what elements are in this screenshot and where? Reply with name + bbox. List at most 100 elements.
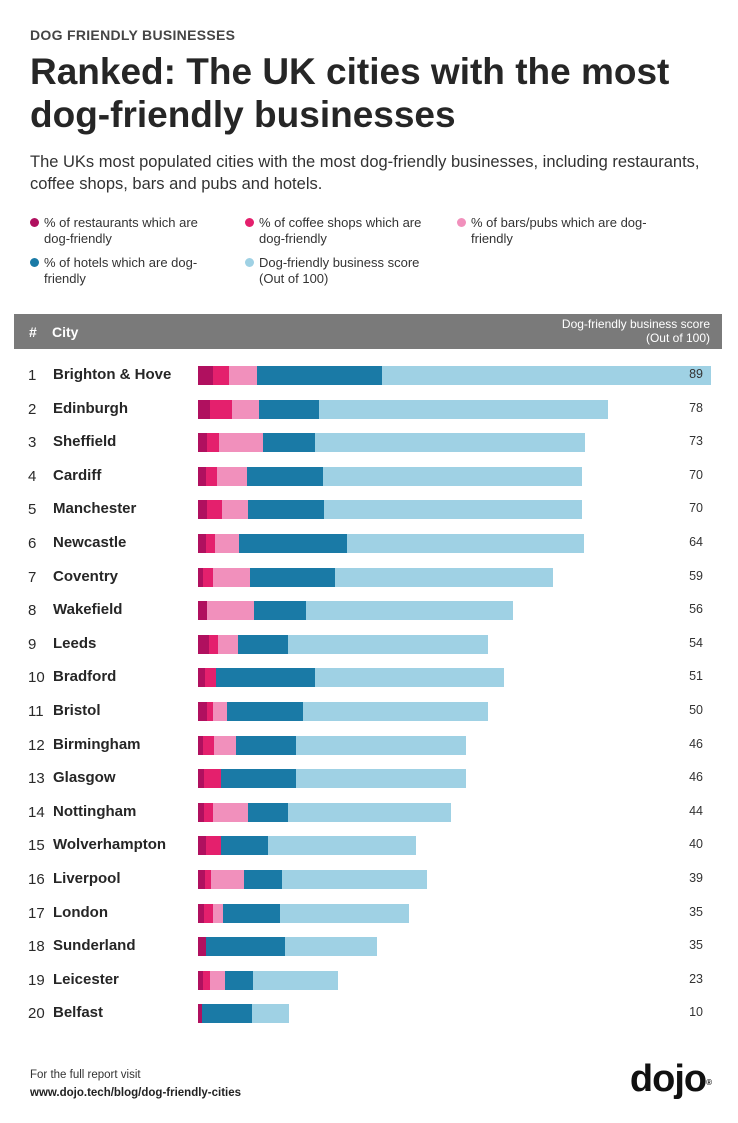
row-score: 23 [689, 971, 703, 986]
score-segment [253, 970, 338, 990]
hotels-segment [248, 500, 324, 520]
bars-pubs-segment [214, 735, 236, 755]
row-city: Bradford [53, 668, 117, 686]
row-city: Brighton & Hove [53, 366, 172, 383]
table-row: 1 Brighton & Hove 89 [0, 359, 738, 393]
table-row: 13 Glasgow 46 [0, 762, 738, 796]
row-score: 73 [689, 434, 703, 449]
row-score: 64 [689, 535, 703, 549]
bars-pubs-segment [222, 500, 248, 520]
restaurants-segment [198, 970, 203, 990]
score-segment [288, 802, 451, 822]
hotels-segment [225, 970, 253, 990]
legend-item-restaurants: % of restaurants which are dog-friendly [30, 215, 224, 247]
row-rank: 2 [28, 400, 37, 418]
hotels-segment [254, 601, 306, 621]
score-segment [315, 433, 585, 453]
table-row: 10 Bradford 51 [0, 661, 738, 695]
row-score: 10 [689, 1005, 703, 1020]
header-score: Dog-friendly business score (Out of 100) [490, 317, 710, 345]
restaurants-segment [198, 366, 213, 385]
coffee-shops-segment [213, 366, 229, 385]
header-city: City [52, 324, 79, 340]
restaurants-segment [198, 668, 205, 688]
restaurants-segment [198, 769, 204, 789]
row-rank: 1 [28, 367, 37, 384]
legend-item-bars-pubs: % of bars/pubs which are dog-friendly [457, 215, 651, 247]
score-segment [288, 634, 488, 654]
score-segment [315, 668, 504, 688]
hotels-segment [263, 433, 315, 453]
restaurants-segment [198, 534, 206, 553]
row-city: Glasgow [53, 769, 116, 787]
legend-label: Dog-friendly business score (Out of 100) [259, 255, 420, 286]
table-row: 14 Nottingham 44 [0, 796, 738, 830]
restaurants-segment [198, 466, 206, 486]
logo-text: dojo [629, 1058, 707, 1100]
legend-item-score: Dog-friendly business score (Out of 100) [245, 255, 439, 287]
row-city: Wolverhampton [53, 836, 167, 854]
coffee-shops-segment [203, 567, 213, 587]
bars-pubs-segment [213, 802, 248, 822]
row-score: 40 [689, 837, 703, 852]
coffee-shops-segment [207, 500, 222, 520]
bars-pubs-segment [217, 466, 247, 486]
coffee-shops-segment [204, 903, 213, 923]
row-city: Wakefield [53, 601, 123, 619]
restaurants-segment [198, 1004, 202, 1024]
table-row: 6 Newcastle 64 [0, 527, 738, 561]
coffee-shops-segment [206, 466, 217, 486]
score-segment [285, 937, 377, 957]
row-rank: 11 [28, 703, 44, 720]
row-city: Bristol [53, 702, 101, 719]
restaurants-segment [198, 567, 203, 587]
coffee-shops-segment [207, 702, 213, 721]
bars-pubs-segment [213, 903, 223, 923]
footer-link[interactable]: www.dojo.tech/blog/dog-friendly-cities [30, 1087, 242, 1099]
bars-pubs-segment [211, 870, 244, 889]
bars-pubs-segment [218, 634, 238, 654]
hotels-segment [236, 735, 296, 755]
row-rank: 6 [28, 535, 37, 552]
bars-pubs-segment [213, 567, 250, 587]
row-score: 89 [689, 367, 703, 381]
score-segment [323, 466, 582, 486]
legend-dot-bars-pubs [457, 218, 466, 227]
table-row: 8 Wakefield 56 [0, 594, 738, 628]
legend-label: % of bars/pubs which are dog-friendly [471, 215, 647, 246]
row-rank: 3 [28, 434, 37, 452]
score-segment [296, 769, 466, 789]
score-segment [268, 836, 416, 856]
coffee-shops-segment [206, 534, 215, 553]
score-segment [280, 903, 409, 923]
row-score: 78 [689, 400, 703, 415]
row-rank: 18 [28, 938, 45, 956]
restaurants-segment [198, 903, 204, 923]
row-rank: 4 [28, 467, 37, 485]
coffee-shops-segment [205, 870, 211, 889]
row-city: Belfast [53, 1004, 104, 1022]
row-rank: 9 [28, 635, 37, 653]
score-segment [306, 601, 513, 621]
table-row: 4 Cardiff 70 [0, 460, 738, 494]
coffee-shops-segment [203, 970, 210, 990]
row-score: 51 [689, 669, 703, 684]
table-row: 20 Belfast 10 [0, 997, 738, 1031]
legend-item-hotels: % of hotels which are dog-friendly [30, 255, 224, 287]
row-score: 59 [689, 568, 703, 583]
dojo-logo: dojo® [630, 1058, 712, 1101]
table-row: 11 Bristol 50 [0, 695, 738, 729]
restaurants-segment [198, 500, 207, 520]
bars-pubs-segment [213, 702, 227, 721]
coffee-shops-segment [205, 668, 216, 688]
row-city: Liverpool [53, 870, 121, 887]
chart-title: Ranked: The UK cities with the most dog-… [30, 51, 670, 135]
hotels-segment [239, 534, 347, 553]
row-city: Sunderland [53, 937, 136, 955]
table-row: 7 Coventry 59 [0, 561, 738, 595]
restaurants-segment [198, 399, 210, 419]
row-score: 35 [689, 904, 703, 919]
table-row: 9 Leeds 54 [0, 628, 738, 662]
table-row: 15 Wolverhampton 40 [0, 829, 738, 863]
hotels-segment [216, 668, 315, 688]
